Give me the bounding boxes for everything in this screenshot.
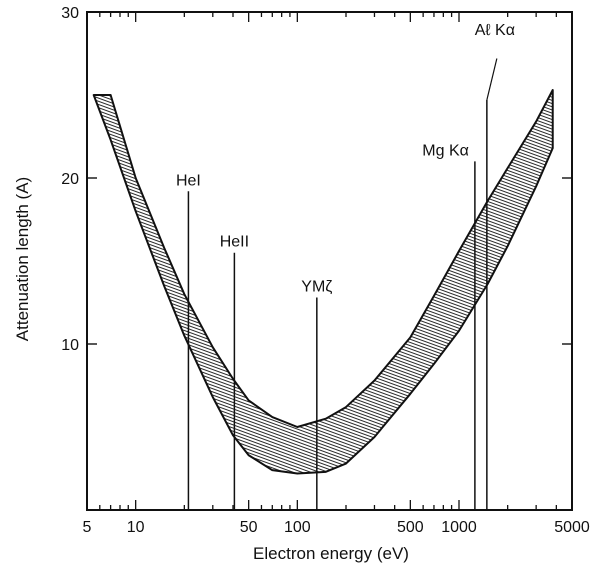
annotation-label: HeI <box>176 172 201 189</box>
x-tick-label: 50 <box>240 519 258 536</box>
annotation-label: Aℓ Kα <box>475 22 515 39</box>
x-tick-label: 10 <box>127 519 145 536</box>
plot-group: 5 10 50 100 500 1000 5000 10 20 30 HeI HeII YMζ Mg Kα… <box>61 5 590 536</box>
annotation-label: HeII <box>220 234 249 251</box>
x-axis-title: Electron energy (eV) <box>253 544 409 563</box>
y-tick-label: 30 <box>61 5 79 22</box>
annotation-label: Mg Kα <box>422 142 469 159</box>
annotation-label: YMζ <box>301 279 332 296</box>
x-tick-label: 1000 <box>441 519 477 536</box>
y-axis-title: Attenuation length (A) <box>13 177 32 341</box>
x-tick-label: 5 <box>83 519 92 536</box>
x-tick-label: 5000 <box>554 519 590 536</box>
y-tick-label: 10 <box>61 337 79 354</box>
y-tick-label: 20 <box>61 171 79 188</box>
plot-frame <box>86 11 573 511</box>
x-tick-label: 500 <box>397 519 424 536</box>
annotation-pointer <box>486 58 498 101</box>
x-tick-label: 100 <box>284 519 311 536</box>
attenuation-band <box>92 89 554 475</box>
